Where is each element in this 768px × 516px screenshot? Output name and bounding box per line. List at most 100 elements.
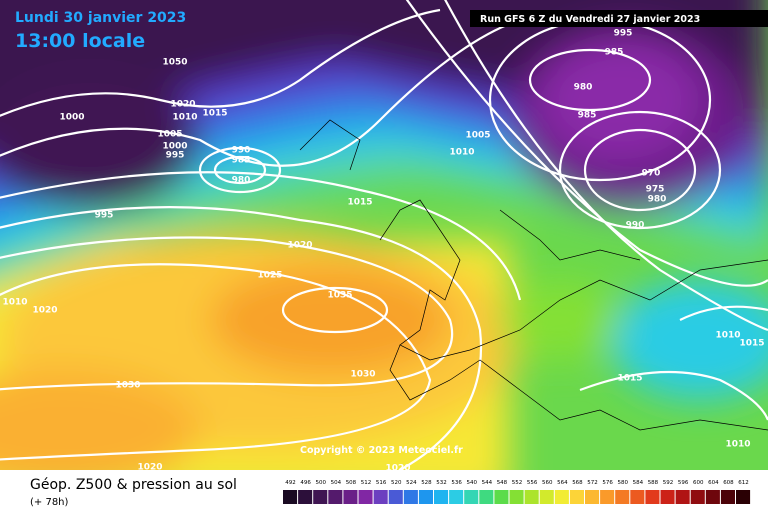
isobar-label: 990 <box>626 221 645 231</box>
isobar-label: 1000 <box>162 142 187 152</box>
scale-label: 600 <box>693 480 704 486</box>
isobar-label: 980 <box>574 83 593 93</box>
scale-label: 612 <box>738 480 749 486</box>
isobar-label: 1025 <box>257 271 282 281</box>
field <box>0 0 768 470</box>
scale-legend: 492 496 500 504 508 512 516 520 524 528 532 536 540 5… <box>283 480 751 504</box>
scale-label: 544 <box>482 480 493 486</box>
scale-swatch <box>328 490 343 504</box>
isobar-label: 1015 <box>739 339 764 349</box>
scale-swatch <box>630 490 645 504</box>
scale-swatch <box>479 490 494 504</box>
scale-swatch <box>403 490 418 504</box>
isobar-label: 985 <box>232 156 251 166</box>
run-info: Run GFS 6 Z du Vendredi 27 janvier 2023 <box>480 14 700 25</box>
scale-swatch <box>554 490 569 504</box>
isobar-labels: 1050100010051000995101510201010990985980… <box>2 29 764 474</box>
scale-label: 584 <box>633 480 644 486</box>
scale-swatch <box>313 490 328 504</box>
scale-swatch <box>705 490 720 504</box>
scale-label: 496 <box>300 480 311 486</box>
scale-swatch <box>418 490 433 504</box>
scale-swatch <box>585 490 600 504</box>
isobar-label: 1035 <box>327 291 352 301</box>
scale-swatch <box>660 490 675 504</box>
scale-label: 608 <box>723 480 734 486</box>
isobar-label: 1005 <box>465 131 490 141</box>
scale-swatch <box>373 490 388 504</box>
isobar-label: 1050 <box>162 58 187 68</box>
scale-label: 588 <box>648 480 659 486</box>
scale-label: 528 <box>421 480 432 486</box>
scale-swatch <box>600 490 615 504</box>
coastlines <box>299 119 768 431</box>
footer-title: Géop. Z500 & pression au sol <box>30 477 237 493</box>
scale-label: 532 <box>436 480 447 486</box>
scale-label: 536 <box>451 480 462 486</box>
scale-label: 576 <box>602 480 613 486</box>
isobar-label: 1015 <box>617 374 642 384</box>
scale-swatch <box>736 490 751 504</box>
scale-swatch <box>449 490 464 504</box>
scale-label: 504 <box>331 480 342 486</box>
scale-label: 564 <box>557 480 568 486</box>
scale-label: 516 <box>376 480 387 486</box>
isobar-label: 980 <box>648 195 667 205</box>
isobar-label: 1020 <box>32 306 57 316</box>
scale-label: 552 <box>512 480 523 486</box>
scale-swatch <box>358 490 373 504</box>
scale-swatch <box>283 490 298 504</box>
scale-swatch <box>494 490 509 504</box>
isobar-label: 1020 <box>287 241 312 251</box>
isobar-label: 1010 <box>715 331 740 341</box>
scale-label: 500 <box>316 480 327 486</box>
scale-swatch <box>645 490 660 504</box>
scale-label: 560 <box>542 480 553 486</box>
scale-swatch <box>298 490 313 504</box>
scale-swatch <box>509 490 524 504</box>
scale-swatch <box>615 490 630 504</box>
isobar-label: 1010 <box>2 298 27 308</box>
isobar-label: 1010 <box>449 148 474 158</box>
scale-label: 580 <box>618 480 629 486</box>
isobar-label: 1000 <box>59 113 84 123</box>
isobar-label: 1030 <box>115 381 140 391</box>
scale-label: 572 <box>587 480 598 486</box>
scale-label: 548 <box>497 480 508 486</box>
copyright: Copyright © 2023 Meteociel.fr <box>300 445 463 456</box>
isobar-label: 1020 <box>385 464 410 474</box>
scale-label: 540 <box>467 480 478 486</box>
scale-swatch <box>690 490 705 504</box>
scale-label: 512 <box>361 480 372 486</box>
scale-label: 492 <box>285 480 296 486</box>
scale-swatch <box>464 490 479 504</box>
isobar-label: 990 <box>232 146 251 156</box>
footer-lead: (+ 78h) <box>30 497 69 508</box>
isobar-label: 985 <box>578 111 597 121</box>
isobar-label: 1020 <box>170 100 195 110</box>
time: 13:00 locale <box>15 30 145 52</box>
isobar-label: 995 <box>614 29 633 39</box>
scale-label: 596 <box>678 480 689 486</box>
isobar-label: 1030 <box>350 370 375 380</box>
scale-swatch <box>720 490 735 504</box>
isobar-label: 995 <box>166 151 185 161</box>
isobar-label: 1015 <box>202 109 227 119</box>
scale-swatch <box>569 490 584 504</box>
scale-label: 592 <box>663 480 674 486</box>
isobar-label: 1020 <box>137 463 162 473</box>
isobar-label: 985 <box>605 48 624 58</box>
scale-label: 520 <box>391 480 402 486</box>
scale-swatch <box>675 490 690 504</box>
scale-label: 556 <box>527 480 538 486</box>
scale-label: 508 <box>346 480 357 486</box>
scale-swatch <box>343 490 358 504</box>
isobar-label: 1015 <box>347 198 372 208</box>
scale-swatch <box>524 490 539 504</box>
scale-label: 604 <box>708 480 719 486</box>
isobar-label: 970 <box>642 169 661 179</box>
scale-swatch <box>388 490 403 504</box>
date: Lundi 30 janvier 2023 <box>15 10 186 26</box>
scale-label: 524 <box>406 480 417 486</box>
